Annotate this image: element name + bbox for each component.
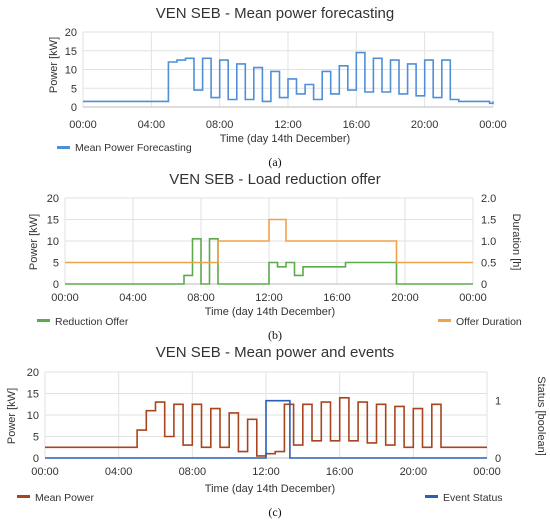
legend-swatch-mean-power-forecasting bbox=[57, 146, 70, 149]
x-tick-label: 20:00 bbox=[411, 119, 439, 131]
legend: Reduction Offer Offer Duration bbox=[37, 316, 522, 328]
legend-swatch-event-status bbox=[425, 495, 438, 498]
y2-axis-label: Status [boolean] bbox=[535, 376, 547, 456]
y-axis-label: Power [kW] bbox=[6, 388, 18, 444]
legend-label: Offer Duration bbox=[456, 316, 522, 328]
y-tick-label: 15 bbox=[27, 389, 39, 401]
legend-label: Reduction Offer bbox=[55, 316, 129, 328]
y-tick-label: 10 bbox=[27, 410, 39, 422]
series-line-reduction-offer bbox=[65, 238, 473, 285]
y-axis-label: Power [kW] bbox=[28, 214, 40, 270]
panel-c: VEN SEB - Mean power and events Power [k… bbox=[6, 344, 547, 519]
x-tick-label: 16:00 bbox=[343, 119, 371, 131]
caption: (c) bbox=[268, 505, 281, 519]
y-tick-label: 5 bbox=[53, 258, 59, 270]
legend-swatch-reduction-offer bbox=[37, 319, 50, 322]
y-tick-label: 5 bbox=[33, 432, 39, 444]
legend-label: Event Status bbox=[443, 492, 503, 504]
chart-title: VEN SEB - Load reduction offer bbox=[169, 171, 381, 188]
x-tick-label: 00:00 bbox=[51, 292, 79, 304]
y2-tick-label: 2.0 bbox=[481, 193, 496, 205]
y-tick-label: 20 bbox=[27, 367, 39, 379]
y2-tick-label: 0 bbox=[495, 453, 501, 465]
legend: Mean Power Event Status bbox=[17, 492, 503, 504]
legend-swatch-mean-power bbox=[17, 495, 30, 498]
legend-label: Mean Power bbox=[35, 492, 94, 504]
x-tick-label: 12:00 bbox=[252, 466, 280, 478]
y2-tick-label: 0.5 bbox=[481, 258, 496, 270]
legend: Mean Power Forecasting bbox=[57, 142, 192, 154]
y-tick-label: 0 bbox=[71, 102, 77, 114]
y-tick-label: 20 bbox=[47, 193, 59, 205]
chart-title: VEN SEB - Mean power forecasting bbox=[156, 5, 394, 22]
x-axis-label: Time (day 14th December) bbox=[205, 483, 335, 495]
y2-tick-label: 1.0 bbox=[481, 236, 496, 248]
legend-label: Mean Power Forecasting bbox=[75, 142, 192, 154]
y-tick-label: 20 bbox=[65, 27, 77, 39]
y-tick-label: 10 bbox=[47, 236, 59, 248]
x-tick-label: 04:00 bbox=[138, 119, 166, 131]
chart-title: VEN SEB - Mean power and events bbox=[156, 344, 394, 361]
y2-axis-label: Duration [h] bbox=[510, 214, 522, 271]
x-tick-label: 16:00 bbox=[326, 466, 354, 478]
x-tick-label: 12:00 bbox=[255, 292, 283, 304]
x-tick-label: 20:00 bbox=[391, 292, 419, 304]
x-tick-label: 20:00 bbox=[400, 466, 428, 478]
series-line-mean-power-forecasting bbox=[83, 51, 494, 105]
x-tick-label: 08:00 bbox=[206, 119, 234, 131]
x-tick-label: 08:00 bbox=[179, 466, 207, 478]
y-tick-label: 5 bbox=[71, 83, 77, 95]
x-tick-label: 16:00 bbox=[323, 292, 351, 304]
x-tick-label: 04:00 bbox=[105, 466, 133, 478]
plot-area: 0 5 10 15 20 00:00 04:00 08:00 12:00 16:00 20:00 00… bbox=[65, 27, 507, 131]
panel-a: VEN SEB - Mean power forecasting Power [… bbox=[48, 5, 507, 169]
x-tick-label: 08:00 bbox=[187, 292, 215, 304]
caption: (a) bbox=[268, 155, 281, 169]
legend-swatch-offer-duration bbox=[438, 319, 451, 322]
x-tick-label: 12:00 bbox=[274, 119, 302, 131]
x-tick-label: 00:00 bbox=[473, 466, 501, 478]
series-line-mean-power bbox=[45, 397, 487, 457]
x-axis-label: Time (day 14th December) bbox=[205, 306, 335, 318]
y2-tick-label: 0 bbox=[481, 279, 487, 291]
y-tick-label: 0 bbox=[33, 453, 39, 465]
y2-tick-label: 1.5 bbox=[481, 215, 496, 227]
x-tick-label: 00:00 bbox=[459, 292, 487, 304]
y-tick-label: 15 bbox=[65, 46, 77, 58]
x-tick-label: 00:00 bbox=[69, 119, 97, 131]
x-tick-label: 04:00 bbox=[119, 292, 147, 304]
series-line-event-status bbox=[45, 399, 487, 459]
y-axis-label: Power [kW] bbox=[48, 37, 60, 93]
y-tick-label: 10 bbox=[65, 65, 77, 77]
x-tick-label: 00:00 bbox=[479, 119, 507, 131]
series-line-offer-duration bbox=[65, 218, 473, 264]
x-tick-label: 00:00 bbox=[31, 466, 59, 478]
y-tick-label: 15 bbox=[47, 215, 59, 227]
y2-tick-label: 1 bbox=[495, 396, 501, 408]
caption: (b) bbox=[268, 328, 282, 342]
panel-b: VEN SEB - Load reduction offer Power [kW… bbox=[28, 171, 522, 342]
y-tick-label: 0 bbox=[53, 279, 59, 291]
x-axis-label: Time (day 14th December) bbox=[220, 133, 350, 145]
